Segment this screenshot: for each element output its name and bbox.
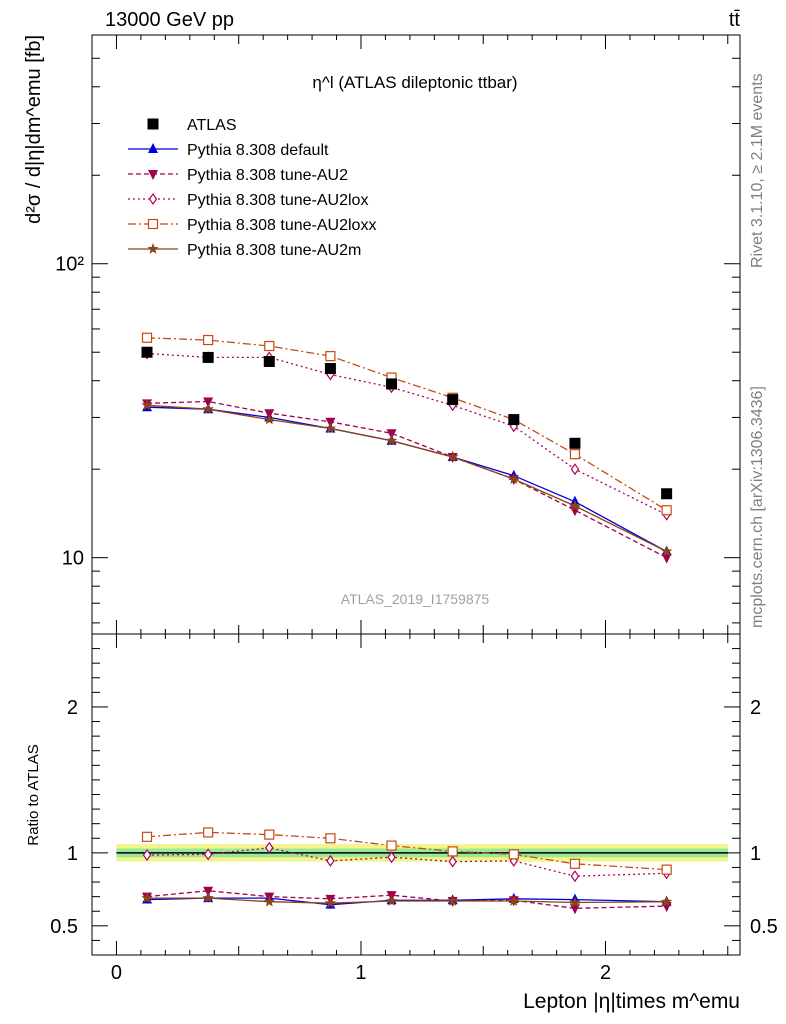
ratio-tick-label-right: 2 (750, 697, 761, 719)
legend-label: Pythia 8.308 tune-AU2m (187, 242, 361, 259)
data-point (202, 351, 214, 363)
analysis-tag: ATLAS_2019_I1759875 (341, 591, 490, 607)
legend-label: ATLAS (187, 117, 237, 134)
header-left-label: 13000 GeV pp (105, 9, 234, 31)
y-tick-label-100: 10² (55, 254, 84, 276)
ratio-point (508, 849, 519, 860)
chart-title: η^l (ATLAS dileptonic ttbar) (312, 73, 517, 92)
series-point (263, 413, 275, 425)
main-panel: 10 10² ATLAS Pythia 8.308 default Pythia 8.3… (23, 34, 741, 635)
ratio-point (324, 897, 337, 909)
data-point (508, 414, 520, 426)
legend-label: Pythia 8.308 tune-AU2lox (187, 192, 368, 209)
ratio-point (326, 854, 335, 867)
series-line (146, 404, 667, 553)
series-point (203, 334, 214, 346)
ratio-point (264, 829, 275, 840)
series-point (264, 340, 275, 352)
legend-marker (148, 192, 158, 206)
legend-marker (147, 218, 159, 230)
data-point (263, 355, 275, 367)
series-point (141, 399, 153, 411)
ratio-point (508, 895, 520, 906)
data-point (324, 363, 336, 375)
series-point (202, 403, 214, 414)
ratio-tick-label-left: 0.5 (50, 916, 78, 938)
ratio-line (147, 897, 667, 904)
legend-marker (147, 243, 159, 254)
series-point (569, 499, 581, 511)
series-point (660, 545, 673, 557)
y-axis-label: d²σ / d|η|dm^emu [fb] (23, 35, 45, 224)
series-line (146, 337, 667, 511)
legend-marker (147, 118, 159, 130)
ratio-axis-label: Ratio to ATLAS (25, 744, 42, 845)
version-label: Rivet 3.1.10, ≥ 2.1M events (749, 73, 766, 268)
ratio-point (447, 895, 459, 906)
ratio-point (203, 827, 214, 838)
x-tick-label: 1 (355, 962, 366, 984)
ratio-point (569, 904, 580, 915)
header-right-label: tt̄ (729, 9, 741, 31)
series-point (447, 451, 459, 462)
y-tick-label-10: 10 (62, 548, 84, 570)
series-point (385, 434, 398, 446)
series-point (386, 429, 397, 440)
ratio-panel: 0 1 2 0.5 0.5 1 1 2 2 Ratio to ATLAS Lepton |η|tim… (25, 633, 778, 1013)
ratio-point (660, 895, 673, 907)
series-point (661, 505, 672, 516)
ratio-point (203, 848, 213, 861)
data-point (661, 488, 673, 500)
ratio-line (146, 890, 667, 909)
ratio-tick-label-right: 0.5 (750, 916, 778, 938)
ratio-point (386, 840, 397, 851)
series-point (324, 422, 337, 434)
series-point (203, 397, 214, 408)
legend-label: Pythia 8.308 tune-AU2loxx (187, 217, 376, 234)
ratio-tick-label-left: 2 (67, 697, 78, 719)
ratio-point (661, 864, 672, 875)
ratio-point (263, 895, 275, 907)
ratio-point (385, 895, 398, 906)
ratio-point (569, 858, 581, 869)
ratio-point (569, 896, 581, 908)
data-point (569, 437, 581, 449)
x-axis-label: Lepton |η|times m^emu (523, 990, 740, 1013)
ratio-tick-label-right: 1 (750, 843, 761, 865)
legend-label: Pythia 8.308 tune-AU2 (187, 167, 348, 184)
series-point (508, 473, 520, 484)
ratio-point (141, 831, 153, 842)
ratio-point (265, 841, 274, 854)
ratio-point (570, 870, 580, 883)
series-point (570, 463, 580, 476)
data-point (141, 346, 153, 358)
legend-marker (148, 143, 158, 153)
data-point (447, 394, 459, 406)
ratio-point (202, 892, 214, 903)
ratio-point (447, 846, 458, 857)
legend-marker (148, 170, 158, 180)
x-tick-label: 2 (600, 962, 611, 984)
series-line (146, 406, 667, 553)
ratio-point (203, 886, 214, 897)
series-point (141, 332, 153, 343)
series-line (146, 352, 667, 516)
series-point (569, 449, 581, 460)
series-point (661, 553, 672, 564)
ratio-point (448, 855, 457, 868)
source-label: mcplots.cern.ch [arXiv:1306.3436] (749, 386, 766, 628)
x-tick-label: 0 (111, 962, 122, 984)
ratio-point (325, 833, 336, 844)
ratio-point (141, 892, 153, 903)
series-point (325, 351, 336, 362)
legend-label: Pythia 8.308 default (187, 142, 329, 159)
data-point (386, 378, 398, 390)
ratio-point (142, 849, 152, 862)
series-line (146, 400, 667, 559)
ratio-tick-label-left: 1 (67, 843, 78, 865)
ratio-point (387, 851, 396, 864)
